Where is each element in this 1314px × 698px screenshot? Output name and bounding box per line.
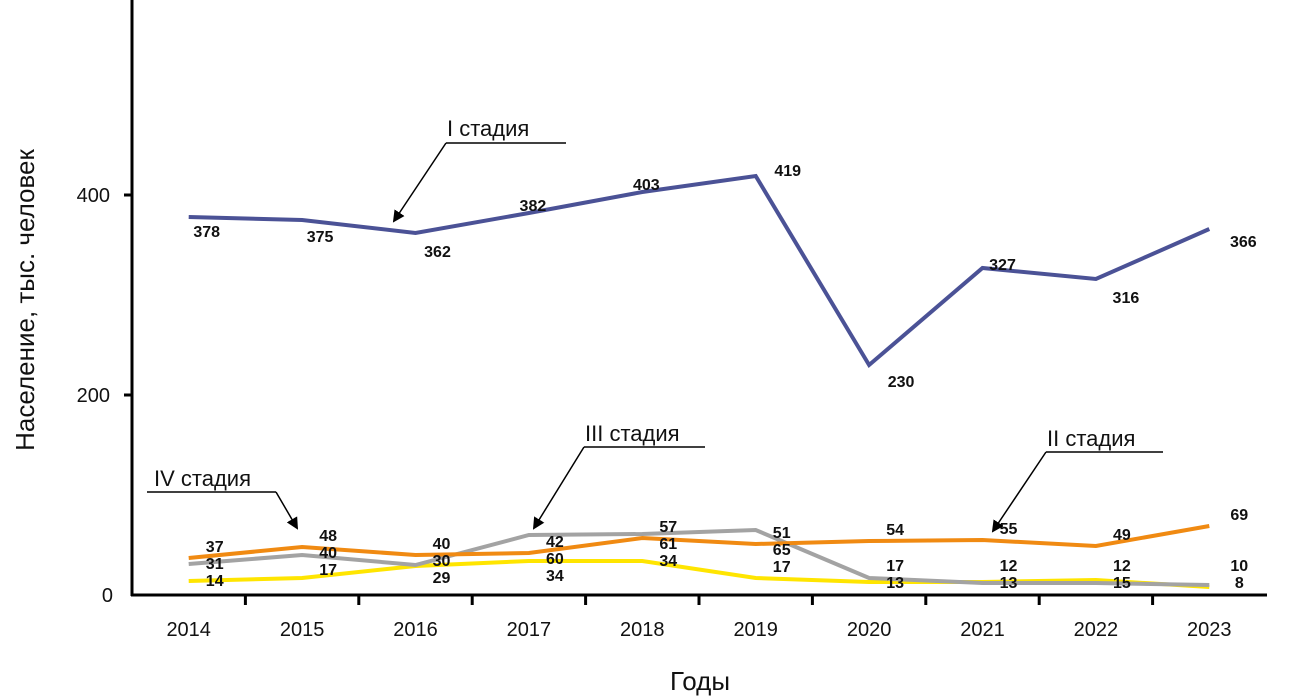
data-label-series-2-2014: 37 (206, 539, 224, 556)
data-label-series-1-2014: 378 (193, 224, 220, 241)
y-tick-label-400: 400 (77, 185, 110, 207)
data-label-series-1-2015: 375 (307, 229, 334, 246)
data-label-series-4-2015: 17 (319, 562, 337, 579)
annotation-stage-4-arrow (275, 491, 299, 530)
annotation-stage-2: II стадия (991, 426, 1163, 533)
data-label-series-2-2020: 54 (886, 522, 904, 539)
x-tick-label-2020: 2020 (847, 619, 892, 641)
data-label-series-4-2018: 34 (659, 553, 677, 570)
y-tick-label-0: 0 (102, 585, 113, 607)
data-label-series-4-2017: 34 (546, 568, 564, 585)
data-label-series-3-2019: 65 (773, 542, 791, 559)
data-label-series-2-2021: 55 (1000, 521, 1018, 538)
x-tick-label-2015: 2015 (280, 619, 325, 641)
data-label-series-4-2016: 29 (433, 570, 451, 587)
y-axis-title: Население, тыс. человек (10, 149, 40, 451)
data-label-series-4-2020: 13 (886, 575, 904, 592)
annotation-stage-2-arrow (991, 451, 1047, 533)
annotation-stage-1-arrow (392, 142, 447, 223)
data-label-series-3-2015: 40 (319, 545, 337, 562)
x-tick-label-2016: 2016 (393, 619, 438, 641)
data-label-series-1-2017: 382 (520, 198, 547, 215)
data-label-series-4-2014: 14 (206, 573, 224, 590)
data-labels: 378 3753623824034192303273163663731144840… (193, 163, 1256, 592)
x-tick-label-2023: 2023 (1187, 619, 1232, 641)
annotation-stage-3: III стадия (532, 421, 705, 530)
axes (130, 0, 1267, 597)
data-label-series-3-2016: 30 (433, 553, 451, 570)
x-axis-title: Годы (670, 666, 730, 696)
x-tick-label-2017: 2017 (507, 619, 552, 641)
data-label-series-3-2021: 12 (1000, 558, 1018, 575)
data-label-series-1-2016: 362 (424, 244, 451, 261)
x-tick-label-2021: 2021 (960, 619, 1005, 641)
annotation-stage-1-text: I стадия (447, 116, 529, 141)
series-line-3 (188, 527, 1210, 587)
x-tick-label-2022: 2022 (1074, 619, 1119, 641)
y-ticks: 0 200 400 (77, 185, 132, 607)
x-tick-label-2018: 2018 (620, 619, 665, 641)
data-label-series-3-2017: 60 (546, 551, 564, 568)
data-label-series-2-2016: 40 (433, 536, 451, 553)
annotation-stage-1: I стадия (392, 116, 566, 223)
annotation-stage-4-text: IV стадия (154, 466, 251, 491)
data-label-series-1-2018: 403 (633, 177, 660, 194)
annotation-stage-4: IV стадия (147, 466, 299, 530)
data-label-series-2-2015: 48 (319, 528, 337, 545)
data-label-series-3-2018: 61 (659, 536, 677, 553)
data-label-series-3-2022: 12 (1113, 558, 1131, 575)
data-label-series-2-2018: 57 (659, 519, 677, 536)
x-tick-label-2014: 2014 (166, 619, 211, 641)
data-label-series-2-2023: 69 (1230, 507, 1248, 524)
data-label-series-3-2023: 10 (1230, 558, 1248, 575)
series-line-1 (188, 173, 1211, 369)
x-tick-label-2019: 2019 (733, 619, 778, 641)
series-layer (188, 173, 1211, 589)
data-label-series-3-2014: 31 (206, 556, 224, 573)
data-label-series-4-2021: 13 (1000, 575, 1018, 592)
data-label-series-1-2021: 327 (989, 257, 1016, 274)
data-label-series-1-2020: 230 (888, 374, 915, 391)
data-label-series-4-2019: 17 (773, 559, 791, 576)
annotation-stage-2-text: II стадия (1047, 426, 1135, 451)
data-label-series-1-2019: 419 (774, 163, 801, 180)
data-label-series-3-2020: 17 (886, 558, 904, 575)
data-label-series-2-2022: 49 (1113, 527, 1131, 544)
data-label-series-4-2022: 15 (1113, 575, 1131, 592)
data-label-series-1-2023: 366 (1230, 234, 1257, 251)
data-label-series-2-2019: 51 (773, 525, 791, 542)
x-ticks: 2014 2015 2016 2017 2018 2019 2020 2021 2022 2023 (166, 595, 1232, 641)
y-tick-label-200: 200 (77, 385, 110, 407)
data-label-series-4-2023: 8 (1235, 575, 1244, 592)
data-label-series-2-2017: 42 (546, 534, 564, 551)
data-label-series-1-2022: 316 (1113, 290, 1140, 307)
series-line-2 (188, 524, 1210, 560)
annotation-stage-3-arrow (532, 446, 585, 530)
annotation-stage-3-text: III стадия (585, 421, 680, 446)
